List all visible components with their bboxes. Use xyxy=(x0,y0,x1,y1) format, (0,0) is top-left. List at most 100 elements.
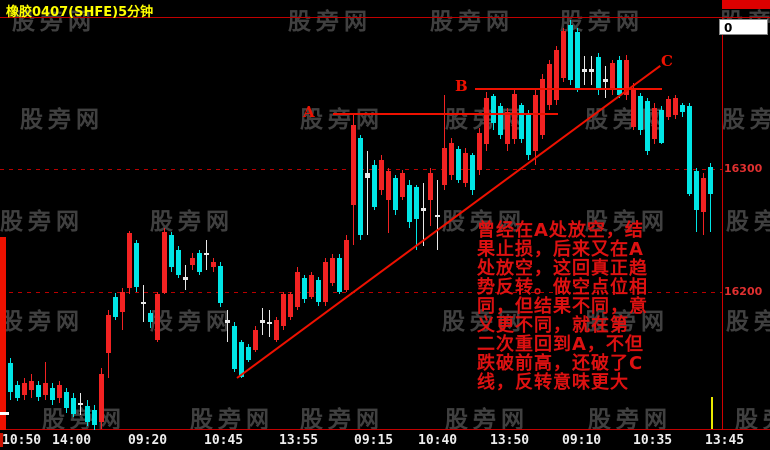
analysis-note-line: 处放空，这回真正趋 xyxy=(477,258,648,279)
watermark-text: 股旁网 xyxy=(20,107,104,133)
candle xyxy=(568,25,573,81)
analysis-note: 曾经在A处放空，结 果止损，后来又在A 处放空，这回真正趋 势反转。做空点位相 同，但结… xyxy=(477,221,677,392)
candle xyxy=(512,93,517,140)
candle xyxy=(421,208,426,211)
time-axis-label: 13:55 xyxy=(279,433,319,448)
watermark-text: 股旁网 xyxy=(585,209,669,235)
time-axis-label: 10:45 xyxy=(204,433,244,448)
analysis-note-line: 线，反转意味更大 xyxy=(477,372,629,393)
time-axis-label: 09:10 xyxy=(562,433,602,448)
candle xyxy=(491,96,496,124)
candle xyxy=(351,124,356,205)
watermark-text: 股旁网 xyxy=(150,309,234,335)
candle xyxy=(449,143,454,176)
candle xyxy=(666,98,671,118)
candle xyxy=(316,279,321,302)
candle xyxy=(533,95,538,151)
candle xyxy=(43,383,48,396)
candle xyxy=(575,32,580,88)
analysis-note-line: 二次重回到A，不但 xyxy=(477,334,644,355)
candle-wick xyxy=(45,362,46,401)
candle xyxy=(477,133,482,171)
analysis-note-line: 果止损，后来又在A xyxy=(477,239,644,260)
candle xyxy=(211,262,216,268)
watermark-text: 股旁网 xyxy=(722,107,770,133)
counter-input[interactable]: 0 xyxy=(719,19,768,35)
watermark-text: 股旁网 xyxy=(288,9,372,35)
candle xyxy=(463,153,468,183)
candle xyxy=(365,172,370,178)
cursor-position-tick xyxy=(711,397,713,429)
candle xyxy=(386,171,391,200)
analysis-note-line: 势反转。做空点位相 xyxy=(477,277,648,298)
watermark-text: 股旁网 xyxy=(300,107,384,133)
candle xyxy=(393,177,398,210)
chart-area[interactable] xyxy=(0,17,722,430)
candle xyxy=(631,87,636,128)
resistance-line-a[interactable] xyxy=(333,113,558,115)
watermark-text: 股旁网 xyxy=(735,407,770,433)
candle xyxy=(456,149,461,181)
candle xyxy=(253,330,258,350)
watermark-text: 股旁网 xyxy=(150,209,234,235)
candle xyxy=(519,105,524,140)
time-axis-label: 10:50 xyxy=(2,433,42,448)
candle xyxy=(155,294,160,340)
left-axis-tick xyxy=(0,412,9,415)
candle xyxy=(337,257,342,292)
candle-wick xyxy=(423,182,424,247)
watermark-text: 股旁网 xyxy=(12,9,96,35)
watermark-text: 股旁网 xyxy=(300,407,384,433)
candle xyxy=(358,138,363,236)
candle xyxy=(36,385,41,397)
candle xyxy=(547,64,552,106)
candle xyxy=(540,79,545,135)
candle xyxy=(113,296,118,317)
watermark-text: 股旁网 xyxy=(726,309,770,335)
time-axis-label: 09:20 xyxy=(128,433,168,448)
candle xyxy=(610,63,615,91)
analysis-note-line: 曾经在A处放空，结 xyxy=(477,220,644,241)
candle-wick xyxy=(388,167,389,233)
bottom-axis-tick xyxy=(0,433,3,447)
candle-wick xyxy=(206,240,207,270)
resistance-line-b[interactable] xyxy=(475,88,662,90)
candle xyxy=(470,155,475,190)
candle xyxy=(414,187,419,220)
candle xyxy=(134,242,139,288)
candle xyxy=(162,231,167,294)
candle xyxy=(183,277,188,280)
candle xyxy=(78,402,83,406)
chart-title: 橡胶0407(SHFE)5分钟 xyxy=(6,5,154,20)
candle xyxy=(274,320,279,340)
candle xyxy=(330,257,335,284)
time-axis-label: 10:40 xyxy=(418,433,458,448)
candle xyxy=(204,252,209,256)
candle xyxy=(302,278,307,300)
price-label-16300: 16300 xyxy=(724,162,763,175)
candle xyxy=(498,106,503,135)
price-label-16200: 16200 xyxy=(724,285,763,298)
watermark-text: 股旁网 xyxy=(726,209,770,235)
candle xyxy=(225,320,230,323)
watermark-text: 股旁网 xyxy=(585,309,669,335)
candle-wick xyxy=(605,65,606,98)
watermark-text: 股旁网 xyxy=(0,209,84,235)
candle xyxy=(218,266,223,304)
candle xyxy=(442,148,447,185)
watermark-text: 股旁网 xyxy=(442,309,526,335)
candle xyxy=(687,106,692,194)
candle xyxy=(379,160,384,190)
candle-wick xyxy=(444,95,445,190)
candle xyxy=(344,240,349,290)
gridline-16200 xyxy=(0,292,722,293)
frame-top-line xyxy=(0,17,770,18)
candle xyxy=(169,235,174,268)
candle xyxy=(428,172,433,200)
point-label-c: C xyxy=(661,52,673,70)
candle xyxy=(407,184,412,222)
time-axis-label: 10:35 xyxy=(633,433,673,448)
watermark-text: 股旁网 xyxy=(0,309,84,335)
candle xyxy=(554,49,559,101)
